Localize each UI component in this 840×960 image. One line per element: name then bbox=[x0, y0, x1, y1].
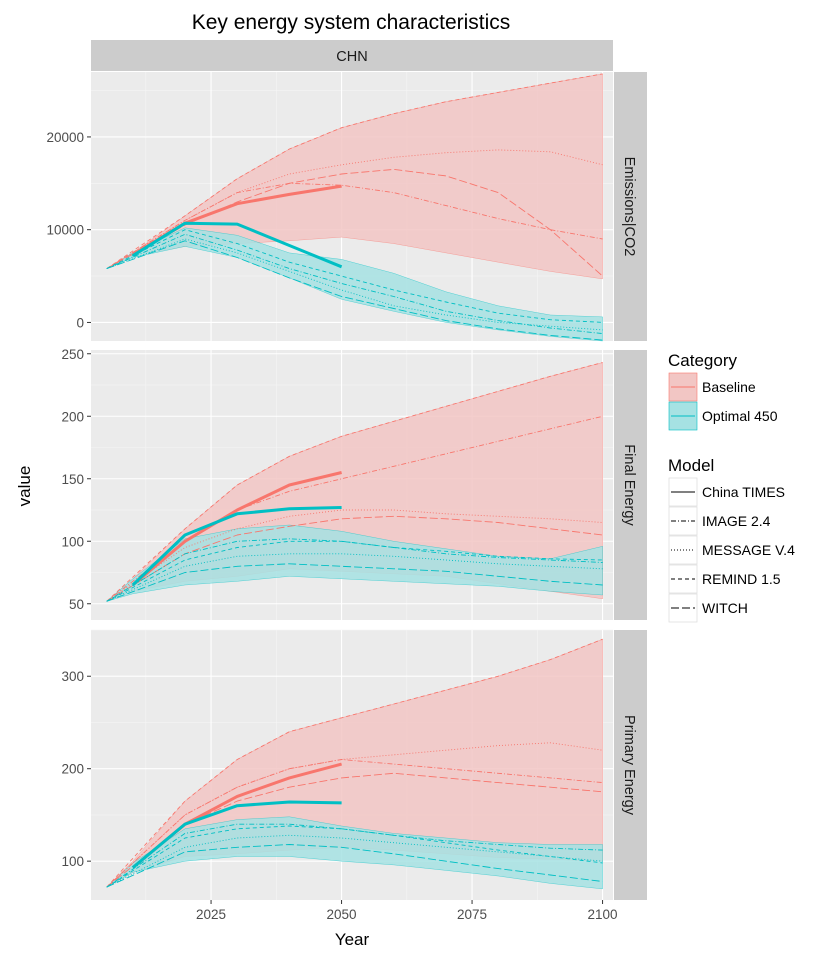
facet-strip-background bbox=[614, 72, 647, 341]
y-tick-label: 0 bbox=[76, 315, 84, 330]
facet-strip-background bbox=[614, 350, 647, 620]
series-line-optimal-450-remind-1-5 bbox=[106, 229, 603, 323]
series-line-baseline-witch bbox=[106, 168, 603, 277]
x-tick-label: 2025 bbox=[196, 907, 226, 922]
series-line-baseline-remind-1-5 bbox=[106, 362, 603, 602]
series-line-optimal-450-witch bbox=[106, 563, 603, 602]
y-tick-label: 150 bbox=[61, 472, 84, 487]
legend-model-label: WITCH bbox=[702, 600, 748, 616]
series-line-optimal-450-remind-1-5 bbox=[106, 825, 603, 888]
facet-panels: 0 10000 20000 Emissions|CO2 50 100 150 200 250 Fi… bbox=[46, 72, 647, 900]
column-strip-background bbox=[91, 40, 613, 71]
facet-strip-label: Emissions|CO2 bbox=[621, 157, 637, 257]
legend: Category Baseline Optimal 450 Model China TI… bbox=[668, 351, 795, 623]
column-strip-label: CHN bbox=[336, 49, 367, 65]
y-tick-label: 10000 bbox=[46, 223, 84, 238]
series-line-optimal-450-image-2-4 bbox=[106, 538, 603, 602]
series-line-baseline-image-2-4 bbox=[106, 759, 603, 888]
panel-2: 100 200 300 Primary Energy bbox=[61, 629, 647, 900]
series-line-baseline-image-2-4 bbox=[106, 182, 603, 269]
series-line-optimal-450-message-v-4 bbox=[106, 834, 603, 888]
legend-model-label: MESSAGE V.4 bbox=[702, 542, 795, 558]
chart-title: Key energy system characteristics bbox=[192, 11, 511, 34]
x-axis: 2025 2050 2075 2100 bbox=[196, 900, 618, 922]
y-tick-label: 100 bbox=[61, 534, 84, 549]
series-line-baseline-remind-1-5 bbox=[106, 73, 603, 269]
series-line-baseline-witch bbox=[106, 515, 603, 602]
panel-0: 0 10000 20000 Emissions|CO2 bbox=[46, 72, 647, 342]
series-line-baseline-witch bbox=[106, 772, 603, 888]
series-line-baseline-message-v-4 bbox=[106, 509, 603, 602]
legend-model-title: Model bbox=[668, 456, 714, 475]
series-line-optimal-450-image-2-4 bbox=[106, 233, 603, 335]
y-tick-label: 250 bbox=[61, 347, 84, 362]
series-line-optimal-450-witch bbox=[106, 844, 603, 888]
series-line-optimal-450-china-times bbox=[132, 221, 343, 269]
y-tick-label: 50 bbox=[69, 597, 84, 612]
y-axis-title: value bbox=[15, 466, 34, 507]
series-line-baseline-china-times bbox=[131, 471, 342, 587]
legend-model-label: China TIMES bbox=[702, 484, 785, 500]
x-tick-label: 2100 bbox=[588, 907, 618, 922]
legend-model-label: IMAGE 2.4 bbox=[702, 513, 771, 529]
facet-strip-background bbox=[614, 630, 647, 900]
legend-model-label: REMIND 1.5 bbox=[702, 571, 781, 587]
series-line-baseline-message-v-4 bbox=[106, 742, 603, 888]
series-line-optimal-450-image-2-4 bbox=[106, 823, 603, 888]
ribbon-optimal-450 bbox=[106, 524, 603, 602]
series-line-baseline-remind-1-5 bbox=[106, 638, 603, 888]
legend-category-title: Category bbox=[668, 351, 737, 370]
y-tick-label: 20000 bbox=[46, 130, 84, 145]
x-tick-label: 2075 bbox=[457, 907, 487, 922]
x-tick-label: 2050 bbox=[327, 907, 357, 922]
series-line-optimal-450-china-times bbox=[131, 506, 342, 587]
legend-category-label: Optimal 450 bbox=[702, 408, 778, 424]
ribbon-baseline bbox=[106, 73, 603, 280]
series-line-optimal-450-remind-1-5 bbox=[106, 540, 603, 602]
x-axis-title: Year bbox=[335, 930, 370, 949]
ribbon-optimal-450 bbox=[106, 816, 603, 890]
y-tick-label: 200 bbox=[61, 409, 84, 424]
series-line-optimal-450-witch bbox=[106, 240, 603, 341]
panel-1: 50 100 150 200 250 Final Energy bbox=[61, 347, 647, 620]
facet-strip-label: Final Energy bbox=[621, 444, 637, 526]
y-tick-label: 200 bbox=[61, 762, 84, 777]
series-line-optimal-450-message-v-4 bbox=[106, 553, 603, 602]
y-tick-label: 300 bbox=[61, 669, 84, 684]
facet-strip-label: Primary Energy bbox=[621, 715, 637, 816]
legend-category-label: Baseline bbox=[702, 379, 756, 395]
series-line-optimal-450-china-times bbox=[131, 800, 342, 869]
y-tick-label: 100 bbox=[61, 854, 84, 869]
series-line-baseline-message-v-4 bbox=[106, 149, 603, 269]
